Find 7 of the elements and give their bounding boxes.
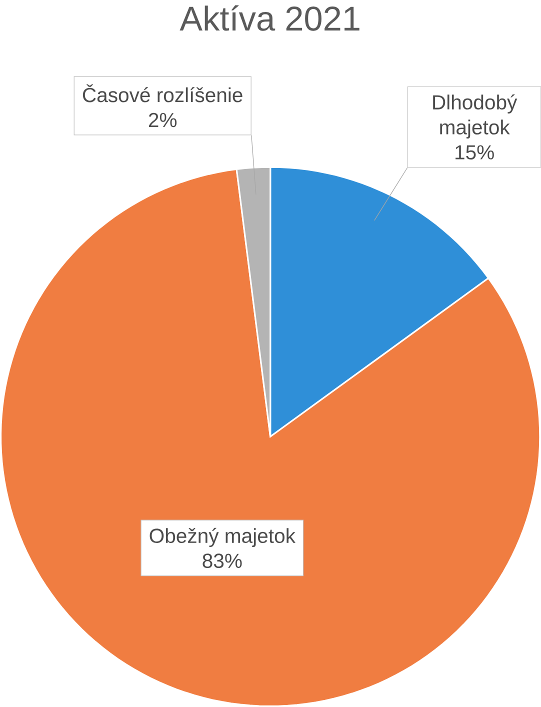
data-label: 15%	[455, 145, 494, 160]
slice-label: Dlhodobý majetok	[433, 94, 518, 139]
data-label: 83%	[202, 554, 242, 568]
data-label: 2%	[148, 112, 176, 128]
slice-label: Obežný majetok	[150, 528, 296, 548]
slice-label: Časové rozlíšenie	[82, 84, 242, 102]
chart-title: Aktíva 2021	[180, 5, 360, 31]
